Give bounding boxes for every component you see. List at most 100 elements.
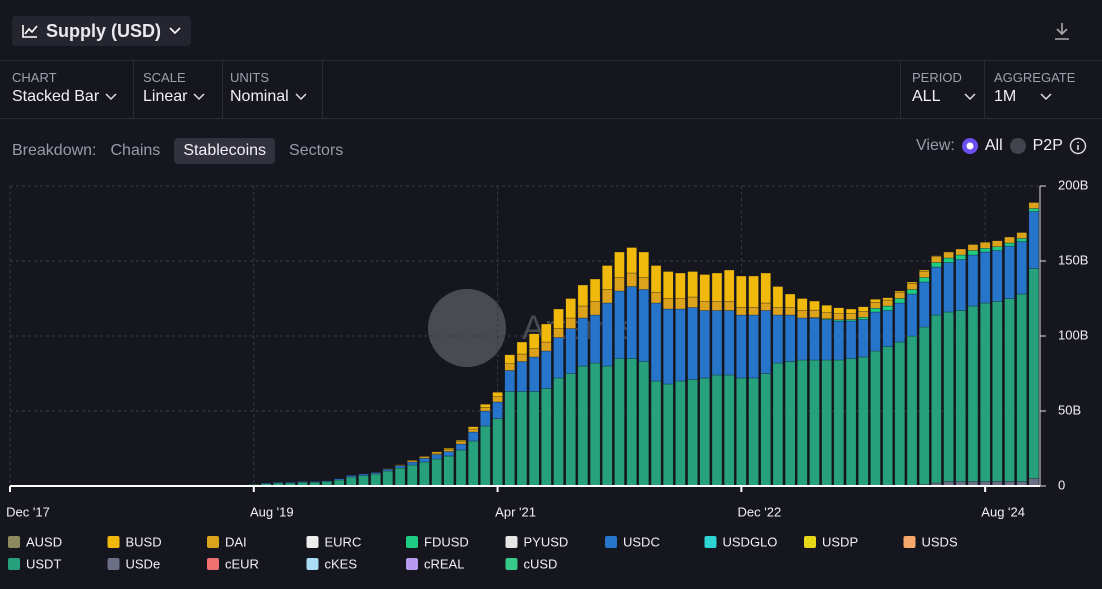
bar-segment [468,440,479,487]
download-button[interactable] [1054,22,1070,40]
bar-segment [419,456,430,459]
bar-segment [626,272,637,287]
bar-segment [797,298,808,311]
divider [900,61,901,118]
bar-segment [845,358,857,487]
bar-segment [760,302,771,311]
legend-swatch [804,536,816,548]
bar-segment [772,362,784,487]
legend-swatch [903,536,916,548]
bar-segment [346,475,357,478]
bar-segment [419,455,430,458]
breakdown-label: Breakdown: [12,142,97,159]
legend-swatch [406,536,418,548]
radio-on[interactable] [961,137,979,155]
bar-segment [992,240,1003,247]
bar-segment [882,305,893,311]
bar-segment [992,246,1003,251]
bar-segment [882,346,893,487]
bar-segment [748,307,759,316]
radio-off[interactable] [1009,137,1027,155]
bar-segment [468,428,479,433]
metric-title: Supply (USD) [46,20,161,41]
bar-segment [894,341,905,487]
bar-segment [626,358,637,487]
divider [0,118,1102,119]
bar-segment [419,458,430,463]
bar-segment [480,404,491,408]
control-value[interactable]: ALL [912,88,976,106]
legend-label: USDe [126,556,161,571]
breakdown-option-active[interactable]: Stablecoins [174,138,276,164]
control-label: AGGREGATE [994,70,1076,85]
bar-segment [602,302,613,367]
bar-segment [882,297,893,301]
bar-segment [772,307,784,316]
bar-segment [394,467,406,487]
bar-segment [541,323,552,343]
bar-segment [492,392,503,397]
bar-segment [919,269,930,272]
bar-segment [784,314,796,362]
bar-segment [821,305,832,313]
control-value[interactable]: Stacked Bar [12,88,117,106]
control-value[interactable]: Nominal [230,88,307,106]
bar-segment [821,359,832,487]
bar-segment [931,314,942,484]
legend-label: cREAL [424,556,464,571]
bar-segment [663,308,674,385]
bar-segment [492,401,503,419]
bar-segment [565,298,576,319]
control-text: Linear [143,88,188,105]
bar-segment [675,380,686,487]
bar-segment [663,271,674,299]
info-icon[interactable] [1069,137,1087,155]
control-label: SCALE [143,70,186,85]
breakdown-option[interactable]: Sectors [289,142,344,159]
bar-segment [577,284,589,307]
bar-segment [443,455,454,487]
metric-selector[interactable]: Supply (USD) [12,16,191,46]
bar-segment [577,305,589,319]
bar-segment [382,470,394,487]
legend-swatch [207,558,219,570]
bar-segment [870,299,881,303]
legend-swatch [8,558,20,570]
bar-segment [955,310,966,482]
control-label: PERIOD [912,70,962,85]
bar-segment [504,363,515,371]
control-value[interactable]: 1M [994,88,1052,106]
control-value[interactable]: Linear [143,88,206,106]
view-option[interactable]: P2P [1032,137,1063,154]
y-tick-label: 50B [1058,402,1081,417]
bar-segment [1016,241,1027,295]
legend-label: cKES [325,556,358,571]
bar-segment [626,247,637,274]
bar-segment [370,473,381,487]
legend-label: USDS [922,534,958,549]
legend-label: FDUSD [424,534,469,549]
bar-segment [833,313,845,320]
y-tick-label: 150B [1058,252,1088,267]
bar-segment [809,309,820,318]
bar-segment [858,319,869,358]
chevron [295,93,307,101]
legend-swatch [505,558,518,570]
breakdown-option[interactable]: Chains [110,142,161,159]
view-option[interactable]: All [984,137,1003,154]
bar-segment [943,257,954,263]
bar-segment [675,308,686,382]
bar-segment [602,265,613,290]
bar-segment [516,361,528,392]
bar-segment [748,275,759,308]
bar-segment [906,281,918,284]
bar-segment [980,302,991,482]
bar-segment [870,350,881,487]
bar-segment [577,365,589,487]
bar-segment [1028,202,1040,209]
bar-segment [309,481,320,483]
bar-segment [577,317,589,367]
legend-swatch [207,536,219,548]
bar-segment [711,310,723,376]
